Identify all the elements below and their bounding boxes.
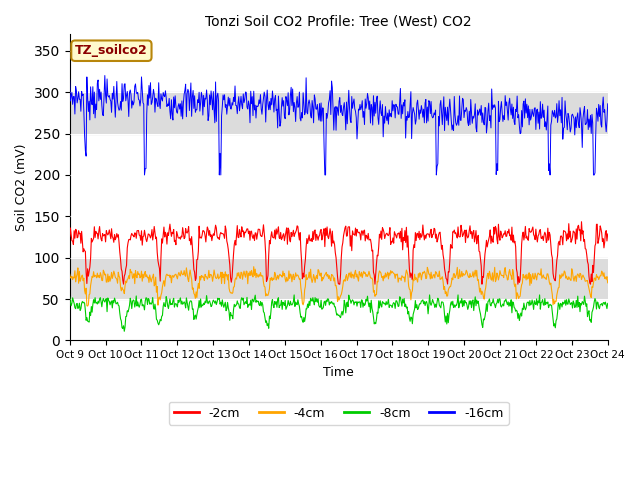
Legend: -2cm, -4cm, -8cm, -16cm: -2cm, -4cm, -8cm, -16cm: [168, 402, 509, 425]
X-axis label: Time: Time: [323, 366, 354, 379]
Text: TZ_soilco2: TZ_soilco2: [75, 44, 148, 57]
Y-axis label: Soil CO2 (mV): Soil CO2 (mV): [15, 144, 28, 231]
Title: Tonzi Soil CO2 Profile: Tree (West) CO2: Tonzi Soil CO2 Profile: Tree (West) CO2: [205, 15, 472, 29]
Bar: [70, 92, 608, 133]
Bar: [70, 258, 608, 299]
